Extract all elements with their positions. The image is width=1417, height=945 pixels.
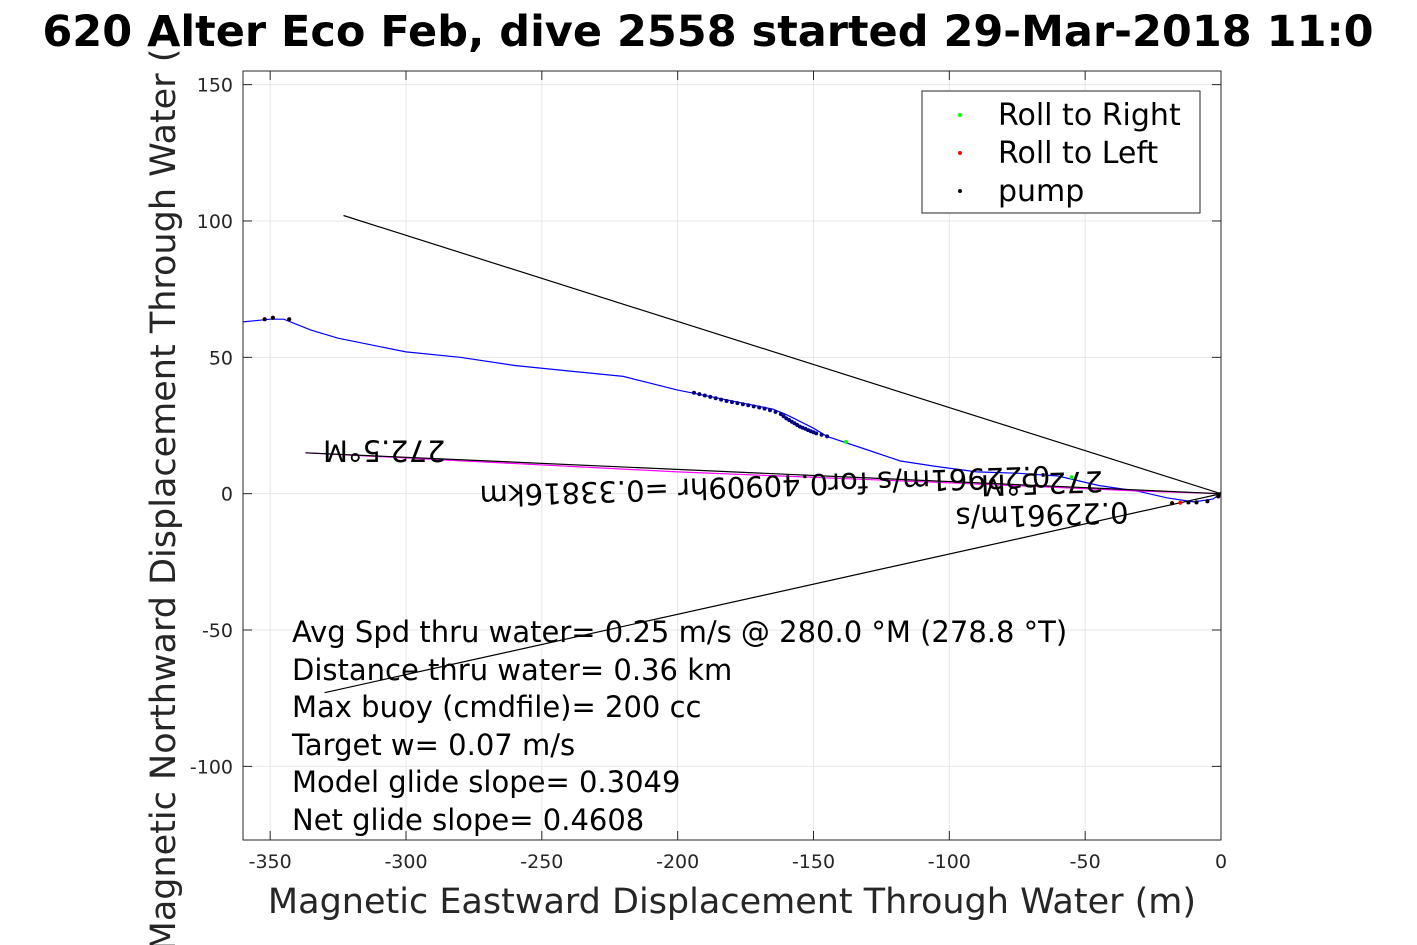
series-line bbox=[305, 452, 1221, 495]
point-roll-to-right bbox=[844, 439, 849, 444]
chart-annotation: 272.5°M bbox=[980, 464, 1104, 502]
stat-target-w: Target w= 0.07 m/s bbox=[291, 728, 575, 762]
point-pump bbox=[778, 412, 783, 417]
series-line bbox=[243, 318, 1221, 503]
y-tick-label: -100 bbox=[190, 756, 233, 778]
y-axis-label: Magnetic Northward Displacement Through … bbox=[144, 49, 184, 945]
point-pump bbox=[692, 390, 696, 395]
x-tick-label: 0 bbox=[1215, 851, 1227, 873]
point-pump bbox=[773, 409, 778, 414]
y-tick-label: 100 bbox=[197, 211, 233, 233]
point-pump bbox=[1194, 500, 1199, 505]
series-line bbox=[324, 493, 1221, 694]
point-pump bbox=[719, 397, 724, 402]
series-layer bbox=[243, 214, 1221, 694]
stat-net-glide-slope: Net glide slope= 0.4608 bbox=[292, 803, 644, 837]
point-pump bbox=[730, 400, 734, 405]
stat-distance: Distance thru water= 0.36 km bbox=[292, 653, 732, 687]
stats-block: Avg Spd thru water= 0.25 m/s @ 280.0 °M … bbox=[291, 615, 1067, 837]
y-tick-label: 0 bbox=[221, 484, 233, 506]
plot-frame bbox=[242, 70, 1222, 841]
legend-marker-roll-right bbox=[958, 113, 962, 117]
point-pump bbox=[697, 392, 702, 397]
point-pump bbox=[768, 408, 772, 413]
point-pump bbox=[762, 406, 767, 411]
point-pump bbox=[713, 396, 718, 401]
point-pump bbox=[740, 402, 745, 407]
point-pump bbox=[735, 401, 740, 406]
legend-label-roll-right: Roll to Right bbox=[998, 98, 1181, 133]
legend: Roll to Right Roll to Left pump bbox=[921, 90, 1201, 214]
point-pump bbox=[708, 394, 713, 399]
x-tick-label: -200 bbox=[656, 851, 699, 873]
point-roll-to-right bbox=[1069, 475, 1074, 480]
stat-max-buoy: Max buoy (cmdfile)= 200 cc bbox=[292, 690, 701, 724]
x-tick-label: -350 bbox=[249, 851, 292, 873]
x-tick-label: -300 bbox=[384, 851, 427, 873]
point-pump bbox=[825, 434, 830, 439]
point-pump bbox=[270, 315, 275, 320]
stat-model-glide-slope: Model glide slope= 0.3049 bbox=[292, 765, 680, 799]
point-pump bbox=[1170, 501, 1175, 506]
y-tick-label: 50 bbox=[209, 347, 233, 369]
y-tick-label: 150 bbox=[197, 75, 233, 97]
series-line bbox=[343, 214, 1221, 495]
stat-avg-speed: Avg Spd thru water= 0.25 m/s @ 280.0 °M … bbox=[292, 615, 1067, 649]
legend-label-roll-left: Roll to Left bbox=[998, 136, 1158, 171]
point-pump bbox=[724, 399, 729, 403]
point-pump bbox=[757, 405, 762, 410]
chart-annotation: 0.22961m/s bbox=[955, 495, 1129, 535]
point-pump bbox=[1205, 499, 1210, 504]
series-line bbox=[305, 452, 1221, 495]
point-pump bbox=[1216, 494, 1221, 499]
legend-box bbox=[921, 90, 1201, 214]
point-pump bbox=[702, 393, 707, 398]
x-tick-labels: -350 -300 -250 -200 -150 -100 -50 0 bbox=[249, 851, 1227, 873]
x-axis-label: Magnetic Eastward Displacement Through W… bbox=[268, 882, 1196, 922]
y-tick-label: -50 bbox=[202, 620, 233, 642]
legend-label-pump: pump bbox=[998, 174, 1084, 209]
tick-marks bbox=[243, 71, 1222, 840]
y-tick-labels: 150 100 50 0 -50 -100 bbox=[190, 75, 233, 779]
point-pump bbox=[287, 317, 292, 322]
x-tick-label: -50 bbox=[1070, 851, 1101, 873]
point-pump bbox=[746, 403, 751, 408]
chart-annotation: 272.5°M bbox=[323, 434, 446, 468]
point-pump bbox=[781, 414, 786, 419]
x-tick-label: -150 bbox=[792, 851, 835, 873]
x-tick-label: -250 bbox=[520, 851, 563, 873]
chart-title: 620 Alter Eco Feb, dive 2558 started 29-… bbox=[42, 7, 1373, 57]
point-pump bbox=[751, 404, 756, 409]
legend-marker-roll-left bbox=[958, 151, 962, 155]
point-pump bbox=[819, 432, 824, 437]
point-pump bbox=[1186, 500, 1191, 505]
point-roll-to-left bbox=[1178, 500, 1183, 505]
point-pump bbox=[262, 317, 267, 322]
x-tick-label: -100 bbox=[928, 851, 971, 873]
legend-marker-pump bbox=[958, 189, 962, 193]
point-pump bbox=[814, 431, 819, 436]
